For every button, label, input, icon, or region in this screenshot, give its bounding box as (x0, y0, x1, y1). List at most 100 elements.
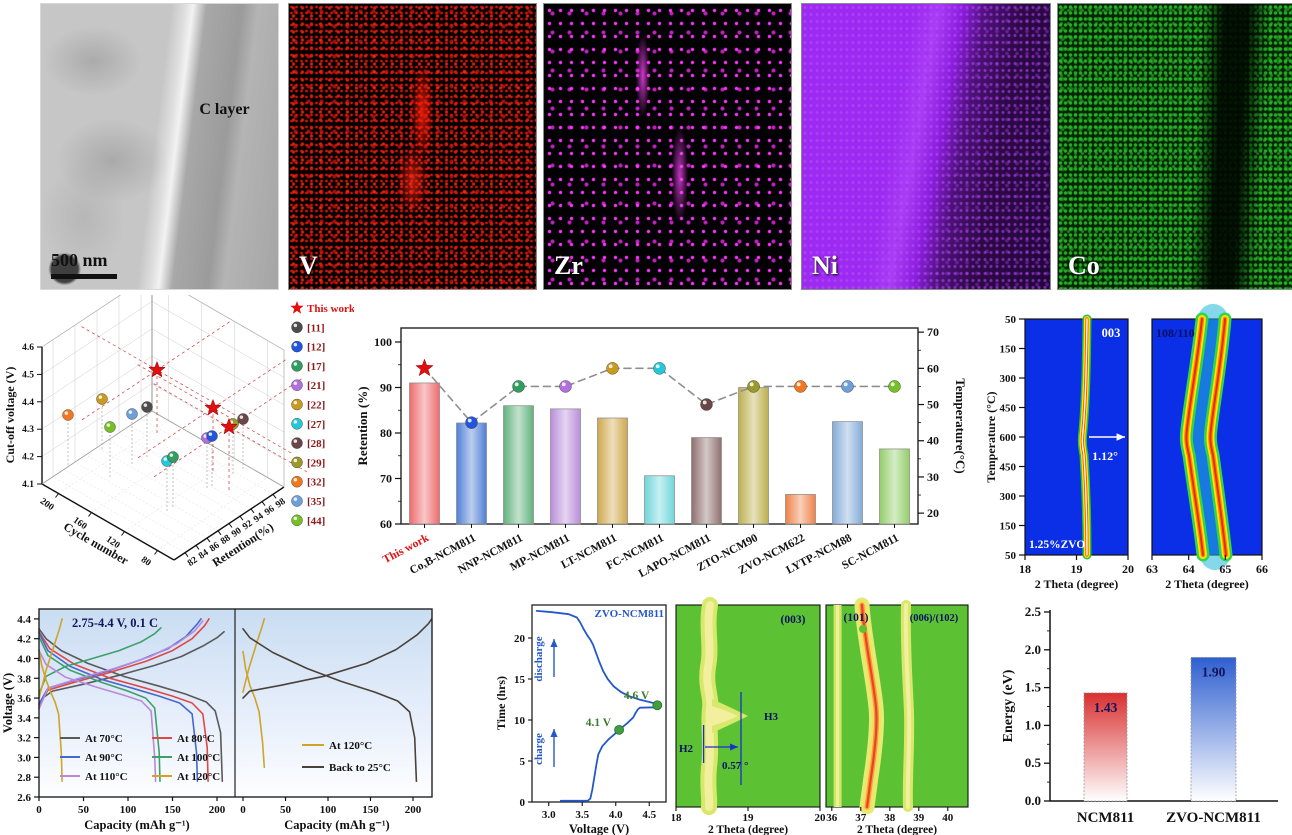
retention-bar (738, 387, 769, 525)
svg-text:10: 10 (514, 715, 526, 727)
svg-text:Temperature(°C): Temperature(°C) (953, 378, 968, 473)
svg-text:100: 100 (120, 804, 137, 816)
svg-text:70: 70 (380, 472, 392, 486)
svg-text:600: 600 (1000, 432, 1017, 444)
svg-text:4.3: 4.3 (22, 425, 34, 435)
svg-text:450: 450 (1000, 403, 1017, 415)
capacity-curve (38, 630, 209, 782)
svg-text:300: 300 (1000, 491, 1017, 503)
svg-text:2 Theta (degree): 2 Theta (degree) (857, 824, 937, 835)
svg-text:2.8: 2.8 (17, 772, 31, 784)
svg-text:Energy (eV): Energy (eV) (1001, 669, 1016, 742)
svg-text:80: 80 (380, 426, 392, 440)
tem-scale-bar: 500 nm (51, 250, 117, 279)
svg-text:[35]: [35] (307, 496, 325, 508)
svg-text:0: 0 (520, 797, 526, 809)
svg-text:4.4: 4.4 (17, 614, 31, 626)
time-voltage-curve: 3.0 3.5 4.0 4.5 0 5 10 15 20 Voltage (V) Time (hrs… (496, 604, 667, 835)
insitu-xrd-contours: H2 H3 0.57 ° (003) (101) (006)/(102) 18 19 20 2 T… (672, 597, 969, 835)
svg-text:450: 450 (1000, 462, 1017, 474)
svg-text:1.43: 1.43 (1094, 700, 1118, 715)
svg-text:[32]: [32] (307, 477, 325, 489)
svg-text:[44]: [44] (307, 515, 325, 527)
eds-map-v: V (288, 3, 537, 290)
svg-text:40: 40 (927, 434, 939, 448)
svg-text:3.8: 3.8 (17, 673, 31, 685)
svg-text:1.12°: 1.12° (1092, 449, 1118, 463)
retention-bar (550, 408, 581, 525)
svg-text:3.2: 3.2 (17, 733, 31, 745)
svg-text:At 120°C: At 120°C (177, 771, 220, 783)
svg-text:Retention (%): Retention (%) (355, 386, 370, 465)
svg-text:At 100°C: At 100°C (177, 752, 220, 764)
svg-text:3.6: 3.6 (17, 693, 31, 705)
retention-bar (785, 494, 816, 525)
capacity-curve (38, 620, 204, 710)
capacity-curve (242, 618, 433, 699)
svg-text:4.5: 4.5 (642, 809, 656, 821)
svg-text:39: 39 (913, 812, 925, 824)
svg-text:37: 37 (855, 812, 867, 824)
svg-text:0: 0 (240, 804, 246, 816)
svg-text:4.2: 4.2 (22, 453, 34, 463)
svg-text:50: 50 (78, 804, 90, 816)
scatter3d-comparison-plot: 4.14.24.34.44.54.68012016020082848688909… (3, 295, 354, 570)
svg-text:4.5: 4.5 (22, 370, 34, 380)
svg-text:19: 19 (743, 812, 755, 824)
svg-text:5: 5 (520, 756, 526, 768)
svg-text:1.25%ZVO: 1.25%ZVO (1029, 539, 1085, 551)
svg-text:80: 80 (139, 555, 153, 569)
svg-text:1.5: 1.5 (1025, 680, 1042, 695)
svg-text:NCM811: NCM811 (1077, 810, 1135, 826)
retention-bar (832, 421, 863, 525)
svg-text:2.6: 2.6 (17, 792, 31, 804)
svg-text:ZVO-NCM811: ZVO-NCM811 (1166, 810, 1261, 826)
svg-text:84: 84 (197, 548, 211, 562)
svg-text:40: 40 (942, 812, 954, 824)
svg-text:ZVO-NCM811: ZVO-NCM811 (595, 608, 664, 620)
retention-bar (409, 382, 440, 525)
svg-text:Back to 25°C: Back to 25°C (329, 762, 391, 774)
svg-text:20: 20 (514, 633, 526, 645)
tem-scale-bar-line (51, 274, 117, 279)
svg-text:(003): (003) (781, 614, 806, 626)
svg-text:(006)/(102): (006)/(102) (910, 613, 959, 624)
svg-text:[12]: [12] (307, 342, 325, 354)
svg-text:At 70°C: At 70°C (85, 733, 123, 745)
capacity-curve (242, 618, 266, 693)
eds-element-label-v: V (299, 251, 318, 280)
svg-text:64: 64 (1183, 562, 1195, 576)
svg-text:[29]: [29] (307, 457, 325, 469)
svg-text:[21]: [21] (307, 380, 325, 392)
svg-text:3.0: 3.0 (17, 752, 31, 764)
svg-text:Capacity (mAh g⁻¹): Capacity (mAh g⁻¹) (84, 818, 189, 832)
svg-text:H2: H2 (679, 743, 694, 755)
capacity-curve (242, 627, 418, 782)
capacity-curve (38, 631, 199, 782)
temperature-line (423, 367, 896, 424)
svg-text:150: 150 (1000, 521, 1017, 533)
svg-text:0.0: 0.0 (1025, 793, 1041, 808)
eds-map-zr: Zr (543, 3, 792, 290)
svg-text:At 110°C: At 110°C (85, 771, 128, 783)
retention-bar (456, 422, 487, 525)
retention-bar (691, 437, 722, 525)
svg-text:70: 70 (927, 325, 939, 339)
svg-text:50: 50 (280, 804, 292, 816)
retention-temperature-bar-chart: 60 70 80 90 100 20 30 40 50 60 70 Retention (%) Temp… (355, 325, 968, 580)
svg-text:4.2: 4.2 (17, 634, 31, 646)
svg-text:At 80°C: At 80°C (177, 733, 215, 745)
svg-text:charge: charge (533, 733, 545, 765)
svg-text:2 Theta (degree): 2 Theta (degree) (708, 824, 788, 835)
svg-text:0.57 °: 0.57 ° (722, 760, 748, 772)
eds-element-label-co: Co (1068, 251, 1100, 280)
svg-text:66: 66 (1256, 562, 1268, 576)
svg-text:discharge: discharge (533, 636, 545, 681)
eds-element-label-zr: Zr (554, 251, 583, 280)
svg-text:[27]: [27] (307, 419, 325, 431)
capacity-curve (38, 630, 225, 709)
svg-text:3.5: 3.5 (575, 809, 589, 821)
energy-bar (1190, 656, 1237, 802)
eds-element-label-ni: Ni (812, 251, 838, 280)
